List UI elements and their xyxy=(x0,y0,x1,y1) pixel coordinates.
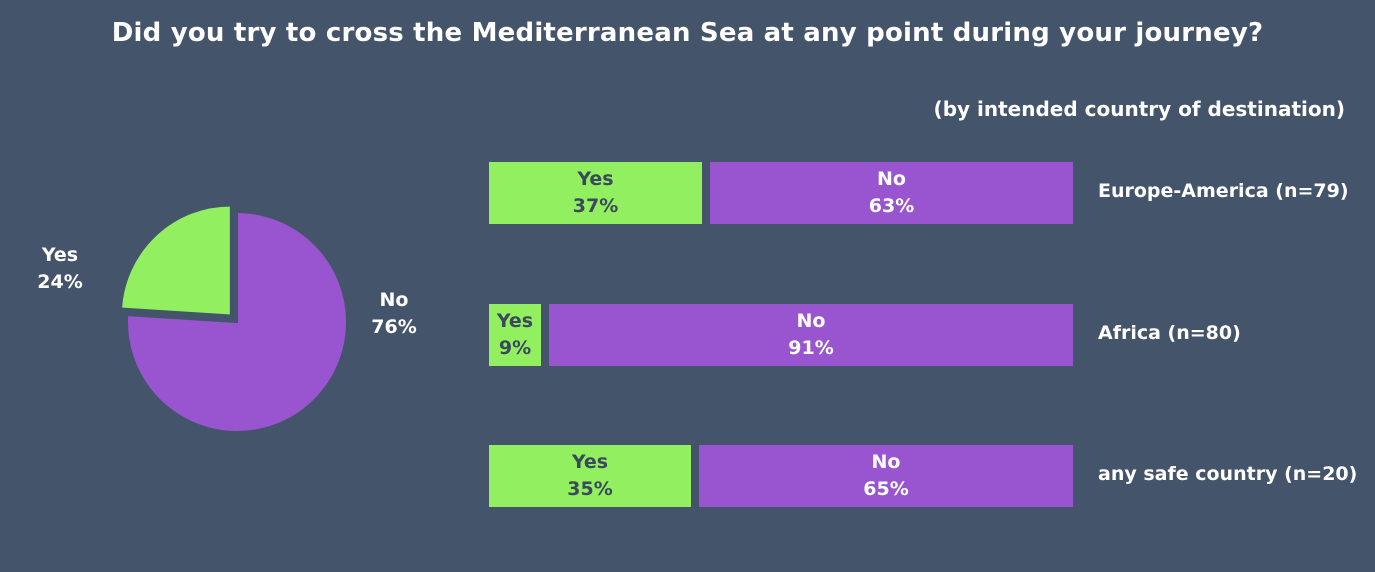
pie-label-no-name: No xyxy=(379,289,409,311)
pie-label-yes-name: Yes xyxy=(41,244,79,266)
bar-segment-value: 35% xyxy=(567,478,613,500)
bar-row: Yes 9% No 91% xyxy=(489,304,1073,366)
bar-segment-value: 37% xyxy=(572,195,619,217)
bar-segment-yes: Yes 35% xyxy=(489,445,691,507)
category-label: Europe-America (n=79) xyxy=(1098,180,1349,202)
pie-chart xyxy=(119,204,348,433)
chart-title: Did you try to cross the Mediterranean S… xyxy=(111,18,1264,48)
bar-segment-label: No xyxy=(877,168,906,190)
bar-segment-no: No 63% xyxy=(710,162,1073,224)
pie-label-no: No 76% xyxy=(364,287,424,341)
bar-segment-value: 9% xyxy=(498,337,532,359)
bar-segment-value: 91% xyxy=(788,337,834,359)
pie-label-yes-value: 24% xyxy=(37,271,83,293)
pie-label-yes: Yes 24% xyxy=(30,242,90,296)
bar-segment-label: Yes xyxy=(496,310,534,332)
pie-label-no-value: 76% xyxy=(371,316,417,338)
bar-segment-value: 65% xyxy=(863,478,909,500)
bar-segment-label: Yes xyxy=(577,168,614,190)
bar-segment-no: No 91% xyxy=(549,304,1073,366)
pie-slice-yes xyxy=(119,204,232,317)
bar-segment-label: Yes xyxy=(571,451,609,473)
bar-segment-no: No 65% xyxy=(699,445,1073,507)
chart-subtitle: (by intended country of destination) xyxy=(933,97,1345,121)
bar-segment-label: No xyxy=(796,310,826,332)
bar-segment-value: 63% xyxy=(868,195,915,217)
bar-segment-yes: Yes 9% xyxy=(489,304,541,366)
bar-row: Yes 37% No 63% xyxy=(489,162,1073,224)
bar-segment-label: No xyxy=(871,451,901,473)
pie-slice-no xyxy=(126,210,348,433)
bar-segment-yes: Yes 37% xyxy=(489,162,702,224)
bar-row: Yes 35% No 65% xyxy=(489,445,1073,507)
category-label: Africa (n=80) xyxy=(1098,322,1241,344)
category-label: any safe country (n=20) xyxy=(1098,463,1358,485)
